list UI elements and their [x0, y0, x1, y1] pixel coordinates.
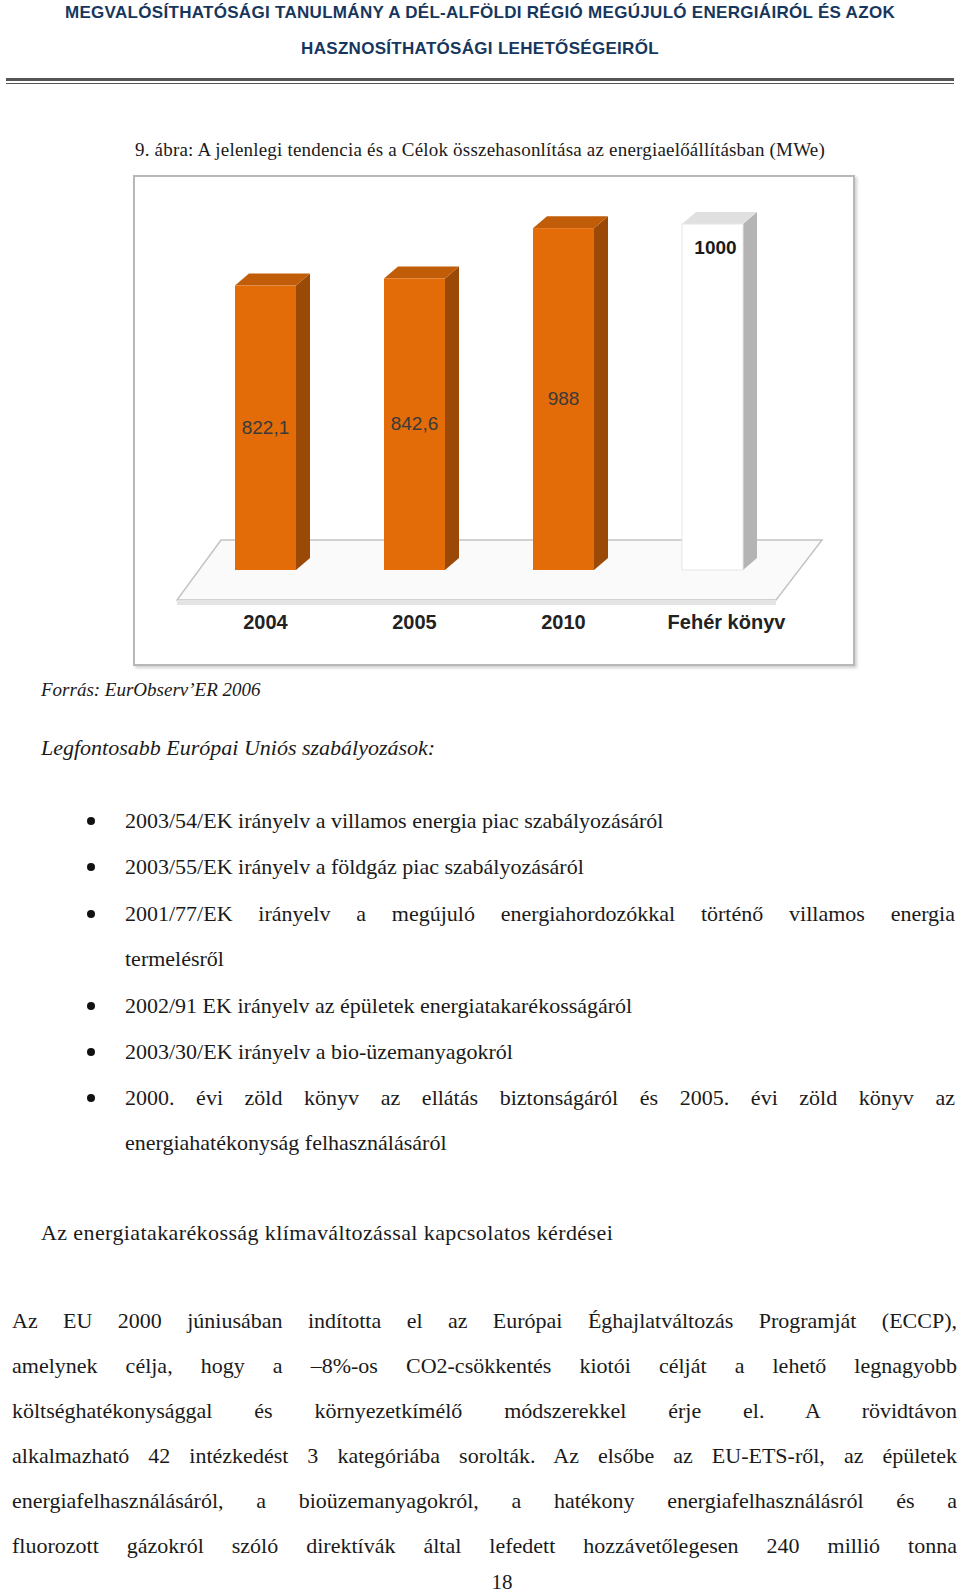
list-item-line: 2002/91 EK irányelv az épületek energiat… — [125, 993, 632, 1019]
bullet — [87, 910, 95, 918]
figure-caption: 9. ábra: A jelenlegi tendencia és a Célo… — [0, 138, 960, 162]
x-tick-label: 2010 — [541, 611, 586, 633]
bar — [682, 212, 757, 570]
bullet — [87, 1048, 95, 1056]
bullet — [87, 1002, 95, 1010]
paragraph-line: energiafelhasználásáról, a bioüzemanyago… — [12, 1488, 957, 1514]
figure-source: Forrás: EurObserv’ER 2006 — [41, 678, 261, 702]
bullet — [87, 817, 95, 825]
data-label: 988 — [548, 388, 580, 409]
paragraph-line: Az EU 2000 júniusában indította el az Eu… — [12, 1308, 957, 1334]
section-heading: Az energiatakarékosság klímaváltozással … — [41, 1220, 613, 1246]
x-tick-label: 2004 — [243, 611, 288, 633]
bar — [235, 274, 310, 570]
header-line: MEGVALÓSÍTHATÓSÁGI TANULMÁNY A DÉL-ALFÖL… — [0, 2, 960, 24]
chart-frame: 822,1 842,6 988 1000 2004 2005 2010 Fehér könyv — [133, 175, 855, 666]
bar — [533, 216, 608, 570]
bullet — [87, 1094, 95, 1102]
bullet — [87, 863, 95, 871]
paragraph-line: költséghatékonysággal és környezetkímélő… — [12, 1398, 957, 1424]
header-rule — [6, 83, 954, 84]
data-label: 822,1 — [242, 417, 290, 438]
data-label: 1000 — [694, 237, 736, 258]
header-rule — [6, 78, 954, 81]
bar — [384, 266, 459, 570]
list-item-line: 2003/54/EK irányelv a villamos energia p… — [125, 808, 663, 834]
x-tick-label: Fehér könyv — [668, 611, 787, 633]
header-line: HASZNOSÍTHATÓSÁGI LEHETŐSÉGEIRŐL — [0, 38, 960, 60]
page-number: 18 — [0, 1570, 960, 1594]
bars — [235, 212, 757, 570]
list-item-line: 2000. évi zöld könyv az ellátás biztonsá… — [125, 1085, 955, 1111]
list-item-line: 2003/55/EK irányelv a földgáz piac szabá… — [125, 854, 584, 880]
chart: 822,1 842,6 988 1000 2004 2005 2010 Fehér könyv — [135, 177, 853, 664]
list-item-line: 2003/30/EK irányelv a bio-üzemanyagokról — [125, 1039, 513, 1065]
list-title: Legfontosabb Európai Uniós szabályozások… — [41, 735, 435, 761]
paragraph-line: alkalmazható 42 intézkedést 3 kategóriáb… — [12, 1443, 957, 1469]
paragraph-line: fluorozott gázokról szóló direktívák ált… — [12, 1533, 957, 1559]
data-label: 842,6 — [391, 413, 439, 434]
x-tick-label: 2005 — [392, 611, 437, 633]
paragraph-line: amelynek célja, hogy a –8%-os CO2-csökke… — [12, 1353, 957, 1379]
chart-floor-edge — [177, 600, 776, 605]
list-item-line: termelésről — [125, 946, 224, 972]
list-item-line: energiahatékonyság felhasználásáról — [125, 1130, 447, 1156]
list-item-line: 2001/77/EK irányelv a megújuló energiaho… — [125, 901, 955, 927]
